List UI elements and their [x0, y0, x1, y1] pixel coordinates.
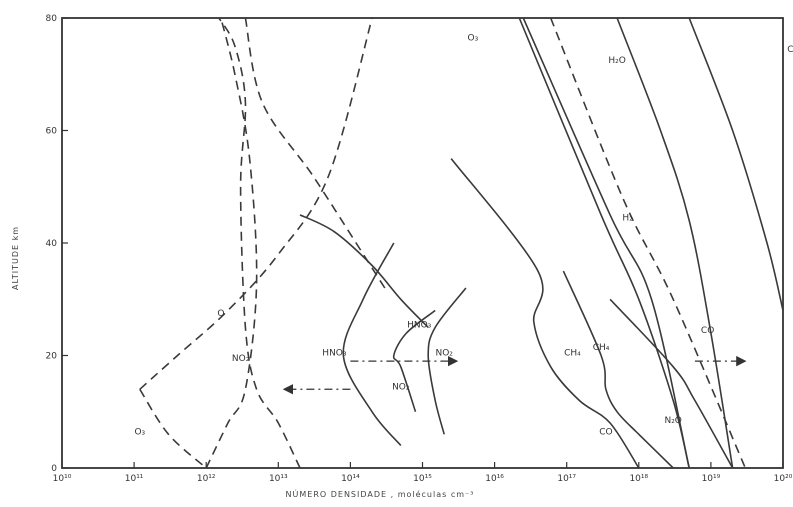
x-tick-label: 10¹¹ [125, 474, 144, 484]
x-tick-label: 10¹² [197, 474, 216, 484]
x-tick-label: 10¹⁷ [557, 474, 576, 484]
curve-label: NO₂ [392, 382, 410, 392]
series-line-CH₄-10 [562, 270, 674, 468]
ticks-layer: 10¹⁰ 10¹¹ 10¹² 10¹³ 10¹⁴ 10¹⁵ 10¹⁶ 10¹⁷ 10¹⁸ 10¹⁹… [46, 14, 793, 484]
x-axis-label: NÚMERO DENSIDADE , moléculas cm⁻³ [286, 488, 475, 499]
series-line-NO₂-7 [427, 287, 467, 435]
series-line-unnamed-16 [609, 298, 734, 468]
series-line-unnamed-2 [205, 18, 258, 468]
x-tick-label: 10¹⁸ [629, 474, 648, 484]
x-tick-label: 10¹⁹ [702, 474, 721, 484]
curve-label: HNO₃ [407, 320, 432, 330]
series-line-O-1 [139, 388, 207, 468]
curve-label: CO₂ [787, 45, 793, 55]
curve-label: CO [701, 326, 714, 336]
curve-label: NO₂ [232, 354, 250, 364]
y-axis-label: ALTITUDE km [11, 226, 20, 290]
series-line-CO₂-15 [688, 18, 783, 311]
curve-label: H₂O [608, 56, 625, 66]
curve-label: CO [599, 427, 612, 437]
y-tick-label: 80 [46, 14, 58, 24]
series-line-N₂O-12 [522, 18, 690, 468]
curve-label: O [217, 309, 224, 319]
series-line-unnamed-8 [299, 214, 429, 328]
labels-layer: O O₃ NO₂ HNO₃ NO₂ HNO₃ NO₂ O₃ CH₄ CH₄ CO N₂O H₂ CO₂ CO… [134, 34, 793, 438]
series-line-NO₂-3 [218, 18, 301, 468]
series-line-unnamed-4 [244, 18, 386, 289]
y-tick-label: 20 [46, 352, 58, 362]
curve-label: O₃ [134, 427, 145, 437]
series-line-H₂O-14 [549, 18, 747, 468]
curve-label: HNO₃ [322, 349, 347, 359]
y-tick-label: 60 [46, 127, 58, 137]
curve-label: O₃ [468, 34, 479, 44]
curve-label: N₂O [664, 416, 681, 426]
y-tick-label: 40 [46, 239, 58, 249]
series-line-HNO₃-5 [342, 242, 402, 447]
curve-label: H₂ [622, 214, 633, 224]
x-tick-label: 10¹⁴ [341, 474, 360, 484]
y-tick-label: 0 [51, 464, 57, 474]
curve-label: NO₂ [435, 349, 453, 359]
series-line-HNO₃-6 [392, 309, 436, 413]
series-line-H₂-11 [518, 18, 690, 468]
arrow-layer [282, 355, 747, 395]
series-line-CO-13 [616, 18, 734, 468]
x-tick-label: 10²⁰ [774, 474, 793, 484]
x-tick-label: 10¹⁵ [413, 474, 432, 484]
x-tick-label: 10¹⁶ [485, 474, 504, 484]
curve-label: CH₄ [593, 343, 610, 353]
series-layer [139, 18, 783, 468]
series-line-O-0 [139, 18, 373, 390]
curve-label: CH₄ [564, 349, 581, 359]
x-tick-label: 10¹³ [269, 474, 288, 484]
x-tick-label: 10¹⁰ [53, 474, 72, 484]
series-line-unnamed-9 [450, 158, 640, 468]
